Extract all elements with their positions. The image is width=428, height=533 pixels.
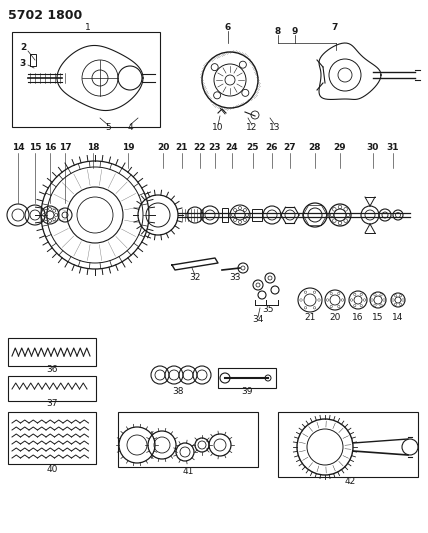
Text: 14: 14	[12, 143, 24, 152]
Bar	[8, 376, 96, 401]
Text: 29: 29	[334, 143, 346, 152]
Text: 1: 1	[85, 23, 91, 33]
Text: 7: 7	[332, 22, 338, 31]
Bar	[222, 208, 228, 222]
Text: 26: 26	[266, 143, 278, 152]
Bar	[8, 412, 96, 464]
Text: 2: 2	[20, 44, 26, 52]
Text: 16: 16	[352, 313, 364, 322]
Text: 31: 31	[387, 143, 399, 152]
Text: 10: 10	[212, 124, 224, 133]
Text: 30: 30	[367, 143, 379, 152]
Text: 23: 23	[209, 143, 221, 152]
Text: 32: 32	[189, 273, 201, 282]
Bar	[218, 368, 276, 388]
Text: 28: 28	[309, 143, 321, 152]
Text: 21: 21	[176, 143, 188, 152]
Text: 3: 3	[20, 59, 26, 68]
Text: 21: 21	[304, 313, 316, 322]
Text: 13: 13	[269, 124, 281, 133]
Text: 6: 6	[225, 22, 231, 31]
Text: 15: 15	[29, 143, 41, 152]
Bar	[12, 32, 160, 127]
Text: 35: 35	[262, 305, 274, 314]
Text: 20: 20	[157, 143, 169, 152]
Polygon shape	[172, 258, 218, 270]
Text: 36: 36	[46, 366, 58, 375]
Text: 18: 18	[87, 143, 99, 152]
Text: 5: 5	[105, 124, 111, 133]
Text: 5702 1800: 5702 1800	[8, 9, 82, 22]
Text: 17: 17	[59, 143, 71, 152]
Text: 25: 25	[247, 143, 259, 152]
Text: 39: 39	[241, 387, 253, 397]
Bar	[278, 412, 418, 477]
Text: 41: 41	[182, 467, 194, 477]
Text: 9: 9	[292, 28, 298, 36]
Bar	[8, 338, 96, 366]
Bar	[118, 412, 258, 467]
Text: 14: 14	[392, 313, 404, 322]
Text: 4: 4	[127, 124, 133, 133]
Text: 34: 34	[253, 316, 264, 325]
Text: 33: 33	[229, 273, 241, 282]
Text: 8: 8	[275, 28, 281, 36]
Text: 12: 12	[246, 124, 258, 133]
Text: 27: 27	[284, 143, 296, 152]
Bar	[252, 209, 262, 221]
Text: 40: 40	[46, 464, 58, 473]
Text: 16: 16	[44, 143, 56, 152]
Text: 20: 20	[329, 313, 341, 322]
Text: 38: 38	[172, 387, 184, 397]
Text: 42: 42	[345, 477, 356, 486]
Text: 24: 24	[226, 143, 238, 152]
Text: 37: 37	[46, 400, 58, 408]
Bar	[30, 54, 36, 66]
Text: 22: 22	[194, 143, 206, 152]
Text: 19: 19	[122, 143, 134, 152]
Text: 15: 15	[372, 313, 384, 322]
